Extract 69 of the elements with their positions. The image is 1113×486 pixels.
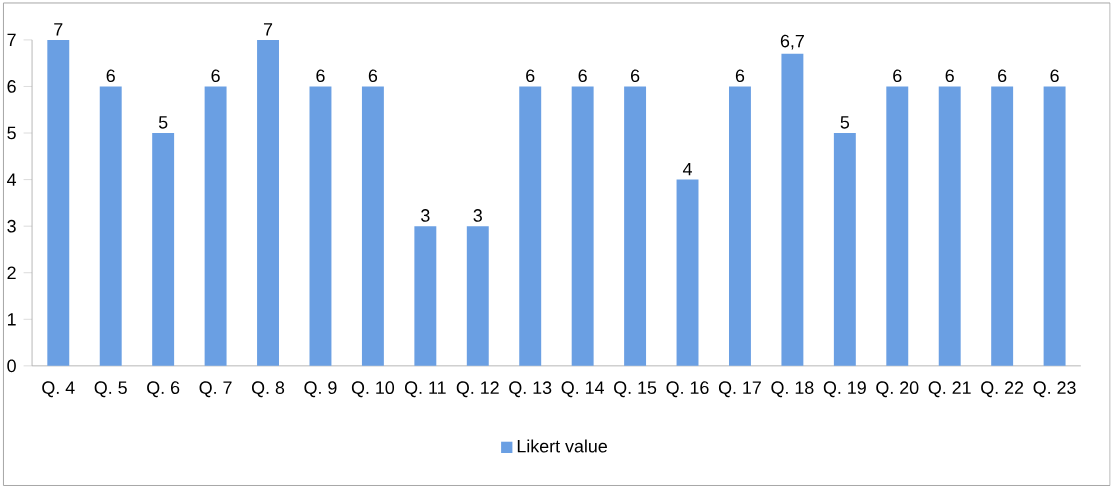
y-tick-label: 6 — [7, 80, 16, 93]
x-tick-label: Q. 11 — [404, 381, 446, 398]
x-tick-label: Q. 6 — [147, 381, 180, 398]
data-label: 6 — [526, 69, 535, 83]
data-label: 4 — [682, 162, 692, 176]
bar — [676, 179, 699, 366]
bar — [571, 86, 594, 366]
x-tick-label: Q. 23 — [1033, 381, 1076, 398]
bar — [833, 133, 856, 366]
bar — [938, 86, 961, 366]
y-tick-label: 4 — [7, 173, 17, 186]
bar — [47, 39, 70, 366]
data-label: 3 — [473, 209, 482, 222]
data-label: 5 — [840, 116, 850, 129]
bar — [624, 86, 647, 366]
x-tick-label: Q. 19 — [823, 381, 866, 398]
bar — [309, 86, 332, 366]
x-tick-label: Q. 16 — [666, 381, 709, 398]
y-tick-label: 5 — [7, 126, 16, 140]
data-label: 6 — [211, 69, 220, 83]
x-tick-label: Q. 14 — [561, 381, 604, 398]
x-tick-label: Q. 8 — [251, 381, 285, 398]
x-tick-label: Q. 20 — [876, 381, 919, 398]
bar — [204, 86, 227, 366]
bar — [466, 226, 489, 366]
y-tick-label: 0 — [7, 359, 16, 373]
data-label: 7 — [263, 23, 273, 36]
data-label: 6 — [106, 69, 115, 83]
bar — [781, 53, 804, 366]
data-label: 6 — [998, 69, 1007, 83]
bar — [519, 86, 542, 366]
x-tick-label: Q. 13 — [509, 381, 552, 398]
data-label: 3 — [421, 209, 430, 222]
data-label: 6 — [1050, 69, 1059, 83]
bar — [729, 86, 751, 366]
bar — [1043, 86, 1066, 366]
data-label: 6 — [631, 69, 640, 83]
x-tick-label: Q. 18 — [771, 381, 814, 398]
y-tick-label: 3 — [7, 219, 16, 233]
data-label: 6 — [735, 69, 745, 83]
x-tick-label: Q. 17 — [718, 381, 761, 398]
data-label: 6,7 — [780, 34, 804, 50]
x-tick-label: Q. 7 — [199, 381, 232, 398]
x-tick-label: Q. 4 — [42, 381, 75, 398]
x-tick-label: Q. 9 — [304, 381, 337, 398]
y-tick-label: 7 — [7, 33, 16, 47]
bar — [152, 133, 175, 366]
data-label: 6 — [945, 69, 954, 83]
x-tick-label: Q. 21 — [928, 381, 971, 398]
data-label: 6 — [316, 69, 325, 83]
bar — [886, 86, 909, 366]
data-label: 6 — [368, 69, 378, 83]
bar — [361, 86, 384, 366]
legend-label: Likert value — [517, 439, 607, 453]
data-label: 6 — [578, 69, 587, 83]
bar — [99, 86, 122, 366]
x-tick-label: Q. 10 — [351, 381, 395, 398]
data-label: 5 — [158, 116, 168, 129]
x-tick-label: Q. 15 — [614, 381, 657, 398]
x-tick-label: Q. 22 — [981, 381, 1024, 398]
bar — [414, 226, 437, 366]
data-label: 7 — [54, 23, 63, 36]
y-tick-label: 2 — [7, 266, 16, 279]
x-tick-label: Q. 12 — [456, 381, 499, 398]
bar — [257, 39, 279, 366]
data-label: 6 — [893, 69, 902, 83]
x-tick-label: Q. 5 — [94, 381, 127, 398]
bar — [991, 86, 1014, 366]
y-tick-label: 1 — [8, 313, 16, 326]
